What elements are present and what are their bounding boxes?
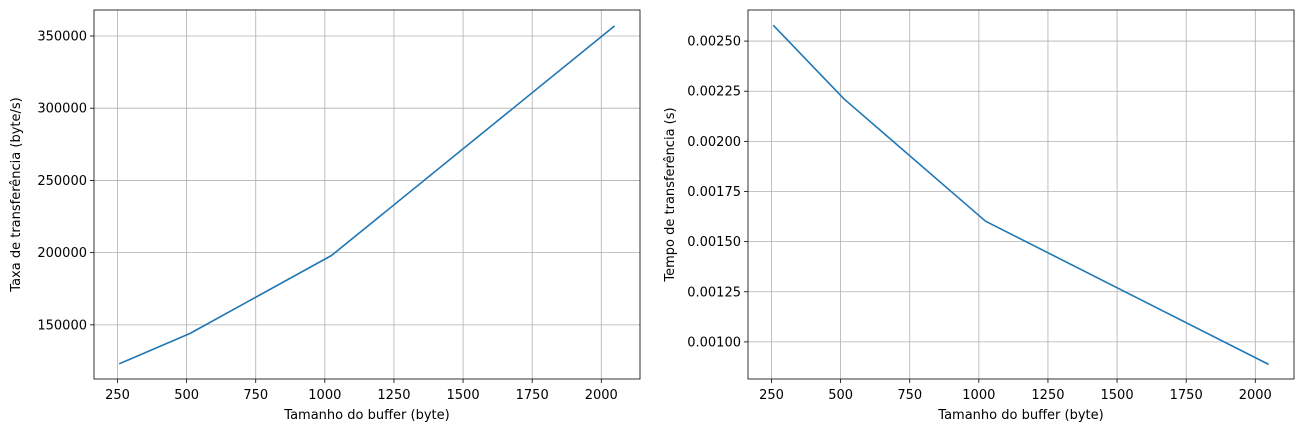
transfer-rate-axes-frame: [93, 9, 641, 380]
transfer-rate-grid: [94, 10, 640, 379]
transfer-time-x-axis-label: Tamanho do buffer (byte): [937, 408, 1103, 423]
transfer-time-axes-frame: [747, 9, 1295, 380]
transfer-time-y-tick-label: 0.00250: [687, 35, 741, 50]
transfer-time-x-tick-label: 500: [828, 388, 853, 403]
transfer-rate-x-tick-label: 750: [243, 388, 268, 403]
transfer-rate-y-tick-label: 200000: [37, 246, 87, 261]
transfer-rate-y-tick-label: 150000: [37, 318, 87, 333]
transfer-time-series: [772, 24, 1269, 366]
transfer-time-y-axis-label: Tempo de transferência (s): [663, 107, 678, 282]
transfer-rate-x-tick-label: 500: [174, 388, 199, 403]
transfer-rate-x-tick-label: 1750: [516, 388, 549, 403]
transfer-time-y-tick-label: 0.00100: [687, 335, 741, 350]
transfer-rate-ticks: 250 500 750 1000 1250 1500 1750 2000 150000 20000…: [37, 29, 617, 403]
transfer-time-y-tick-label: 0.00125: [687, 285, 741, 300]
transfer-time-chart: 250 500 750 1000 1250 1500 1750 2000 0.00100 0.00…: [663, 9, 1295, 423]
transfer-time-x-tick-label: 2000: [1239, 388, 1272, 403]
transfer-time-y-tick-label: 0.00150: [687, 235, 741, 250]
transfer-time-x-tick-label: 1000: [962, 388, 995, 403]
transfer-time-x-tick-label: 750: [897, 388, 922, 403]
transfer-time-y-tick-label: 0.00200: [687, 135, 741, 150]
transfer-rate-series-line: [118, 25, 616, 365]
transfer-rate-y-tick-label: 250000: [37, 174, 87, 189]
transfer-time-y-tick-label: 0.00175: [687, 185, 741, 200]
transfer-rate-x-tick-label: 1250: [377, 388, 410, 403]
transfer-time-series-line: [772, 24, 1269, 366]
transfer-rate-series: [118, 25, 616, 365]
transfer-rate-chart: 250 500 750 1000 1250 1500 1750 2000 150000 20000…: [9, 9, 641, 423]
transfer-time-y-tick-label: 0.00225: [687, 85, 741, 100]
transfer-time-x-tick-label: 250: [759, 388, 784, 403]
transfer-rate-y-tick-label: 300000: [37, 102, 87, 117]
transfer-rate-x-tick-label: 250: [105, 388, 130, 403]
transfer-rate-x-tick-label: 2000: [585, 388, 618, 403]
transfer-time-x-tick-label: 1750: [1170, 388, 1203, 403]
transfer-rate-y-tick-label: 350000: [37, 29, 87, 44]
transfer-time-ticks: 250 500 750 1000 1250 1500 1750 2000 0.00100 0.00…: [687, 35, 1272, 403]
transfer-rate-x-tick-label: 1000: [308, 388, 341, 403]
transfer-rate-x-tick-label: 1500: [447, 388, 480, 403]
transfer-time-x-tick-label: 1250: [1031, 388, 1064, 403]
transfer-rate-x-axis-label: Tamanho do buffer (byte): [283, 408, 449, 423]
transfer-time-x-tick-label: 1500: [1101, 388, 1134, 403]
transfer-rate-y-axis-label: Taxa de transferência (byte/s): [9, 97, 24, 292]
transfer-time-grid: [748, 10, 1294, 379]
